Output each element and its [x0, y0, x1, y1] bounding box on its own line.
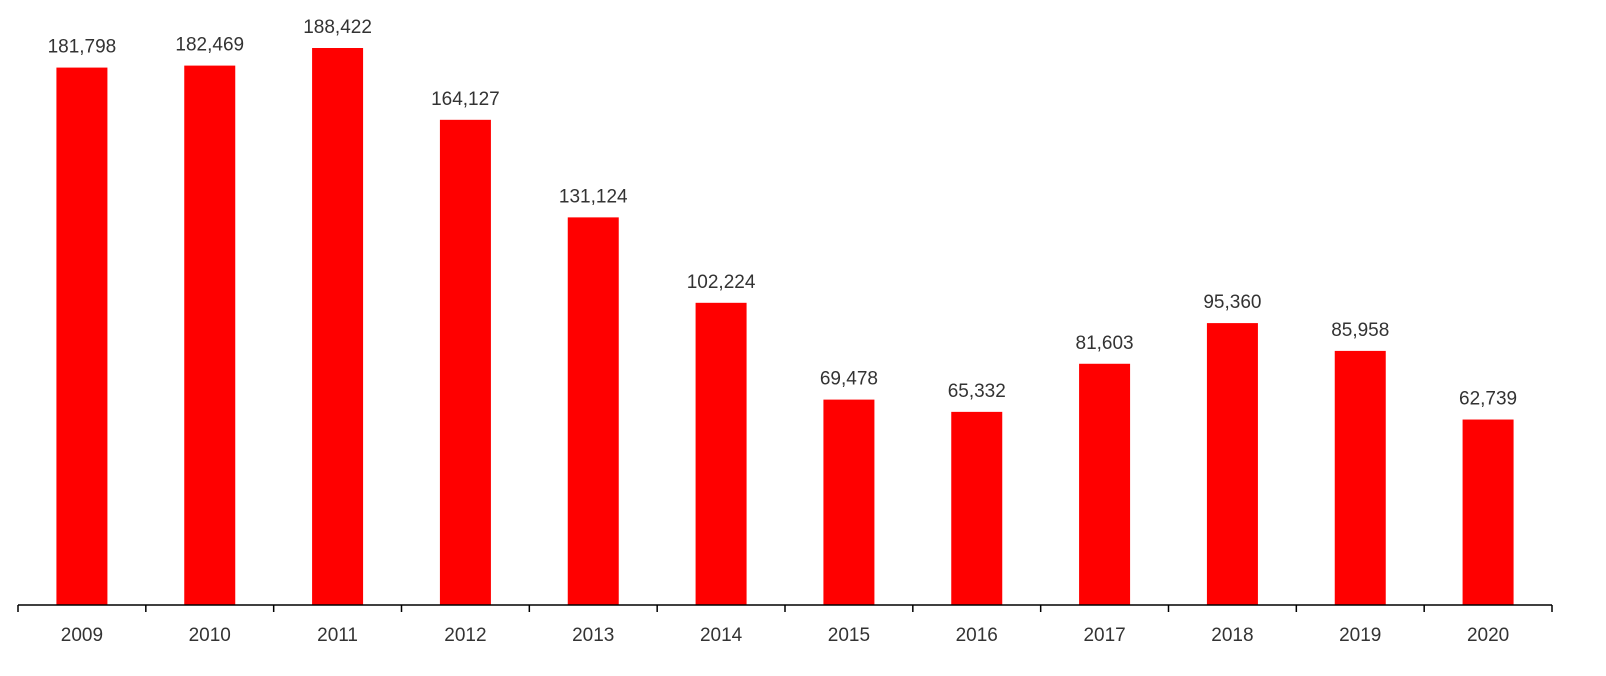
- data-label-2016: 65,332: [948, 381, 1006, 402]
- bar-2014: [695, 302, 747, 605]
- bar-2009: [56, 67, 108, 605]
- x-tick-label-2012: 2012: [444, 625, 486, 646]
- bar-2010: [184, 65, 236, 606]
- x-tick-label-2014: 2014: [700, 625, 743, 646]
- x-tick-label-2016: 2016: [956, 625, 998, 646]
- bar-2017: [1079, 363, 1131, 605]
- bar-2013: [567, 217, 619, 605]
- x-axis-tick-labels-group: 2009 2010 2011 2012 2013 2014 2015 2016 2017 2018…: [61, 625, 1509, 646]
- data-label-2017: 81,603: [1076, 333, 1134, 354]
- data-label-2019: 85,958: [1331, 320, 1389, 341]
- bar-2011: [312, 48, 364, 605]
- x-tick-label-2020: 2020: [1467, 625, 1509, 646]
- data-label-2015: 69,478: [820, 369, 878, 390]
- bars-group: [56, 48, 1514, 606]
- data-label-2014: 102,224: [687, 272, 756, 293]
- bar-2018: [1206, 323, 1258, 605]
- x-tick-label-2015: 2015: [828, 625, 870, 646]
- bar-2016: [951, 411, 1003, 605]
- data-label-2013: 131,124: [559, 186, 628, 207]
- data-label-2012: 164,127: [431, 89, 500, 110]
- x-tick-label-2019: 2019: [1339, 625, 1381, 646]
- bar-2015: [823, 399, 875, 605]
- data-label-2020: 62,739: [1459, 389, 1517, 410]
- x-tick-label-2018: 2018: [1211, 625, 1253, 646]
- data-label-2010: 182,469: [175, 35, 244, 56]
- x-tick-label-2013: 2013: [572, 625, 614, 646]
- x-axis-ticks-group: [17, 605, 1553, 612]
- data-label-2009: 181,798: [48, 37, 117, 58]
- bar-2019: [1334, 350, 1386, 605]
- bar-2020: [1462, 419, 1514, 605]
- x-tick-label-2017: 2017: [1083, 625, 1125, 646]
- x-tick-label-2009: 2009: [61, 625, 103, 646]
- x-tick-label-2010: 2010: [189, 625, 231, 646]
- data-label-2018: 95,360: [1203, 292, 1261, 313]
- data-label-2011: 188,422: [303, 17, 372, 38]
- x-tick-label-2011: 2011: [317, 625, 358, 646]
- bar-2012: [439, 119, 491, 605]
- data-labels-group: 181,798 182,469 188,422 164,127 131,124 102,2…: [48, 17, 1518, 410]
